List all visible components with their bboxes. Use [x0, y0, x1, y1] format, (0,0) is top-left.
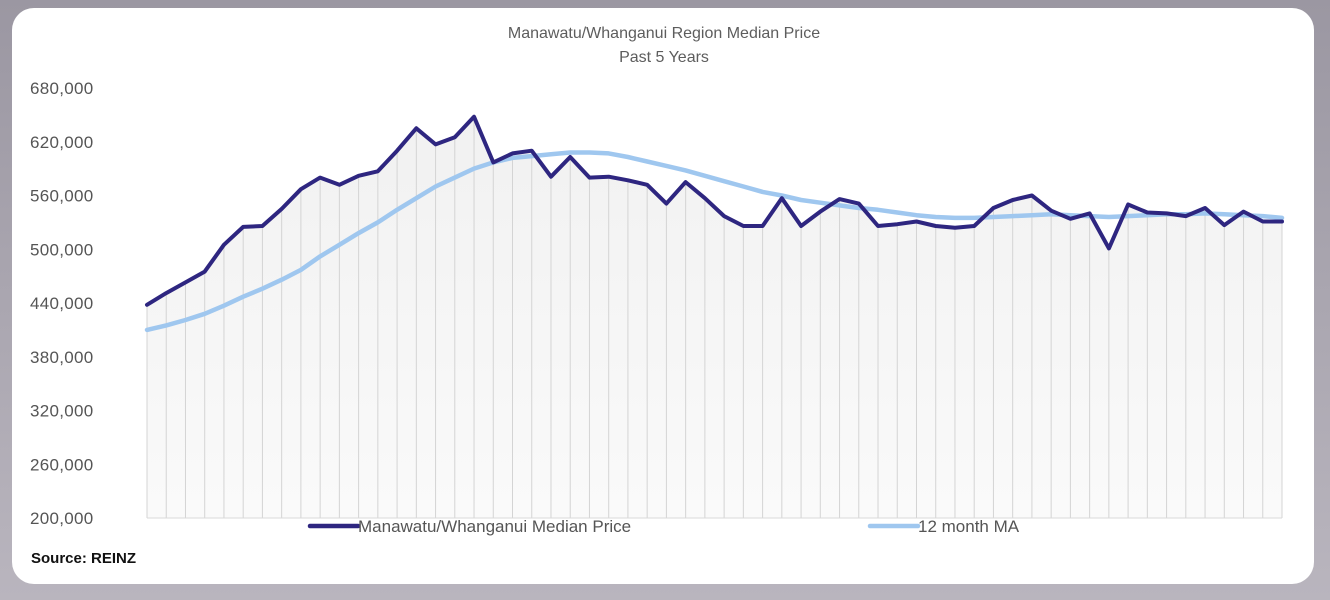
median-price-chart: Manawatu/Whanganui Region Median Price P… [30, 25, 1285, 567]
chart-title: Manawatu/Whanganui Region Median Price [508, 25, 820, 42]
legend: Manawatu/Whanganui Median Price 12 month … [307, 517, 1020, 536]
y-tick-label: 200,000 [30, 509, 94, 528]
y-tick-label: 500,000 [30, 240, 94, 259]
y-axis: 200,000 260,000 320,000 380,000 440,000 500,0… [30, 79, 94, 528]
legend-label-median-price: Manawatu/Whanganui Median Price [358, 517, 631, 536]
chart-card: Manawatu/Whanganui Region Median Price P… [12, 8, 1314, 584]
y-tick-label: 620,000 [30, 133, 94, 152]
y-tick-label: 560,000 [30, 187, 94, 206]
series-line-median-price [145, 114, 1284, 307]
y-tick-label: 680,000 [30, 79, 94, 98]
y-tick-label: 380,000 [30, 348, 94, 367]
y-tick-label: 320,000 [30, 402, 94, 421]
series-lines [144, 114, 1285, 333]
source-note: Source: REINZ [31, 550, 136, 567]
chart-subtitle: Past 5 Years [619, 49, 709, 66]
vertical-gridlines [146, 116, 1283, 519]
y-tick-label: 260,000 [30, 455, 94, 474]
legend-label-12-month-ma: 12 month MA [918, 517, 1020, 536]
y-tick-label: 440,000 [30, 294, 94, 313]
